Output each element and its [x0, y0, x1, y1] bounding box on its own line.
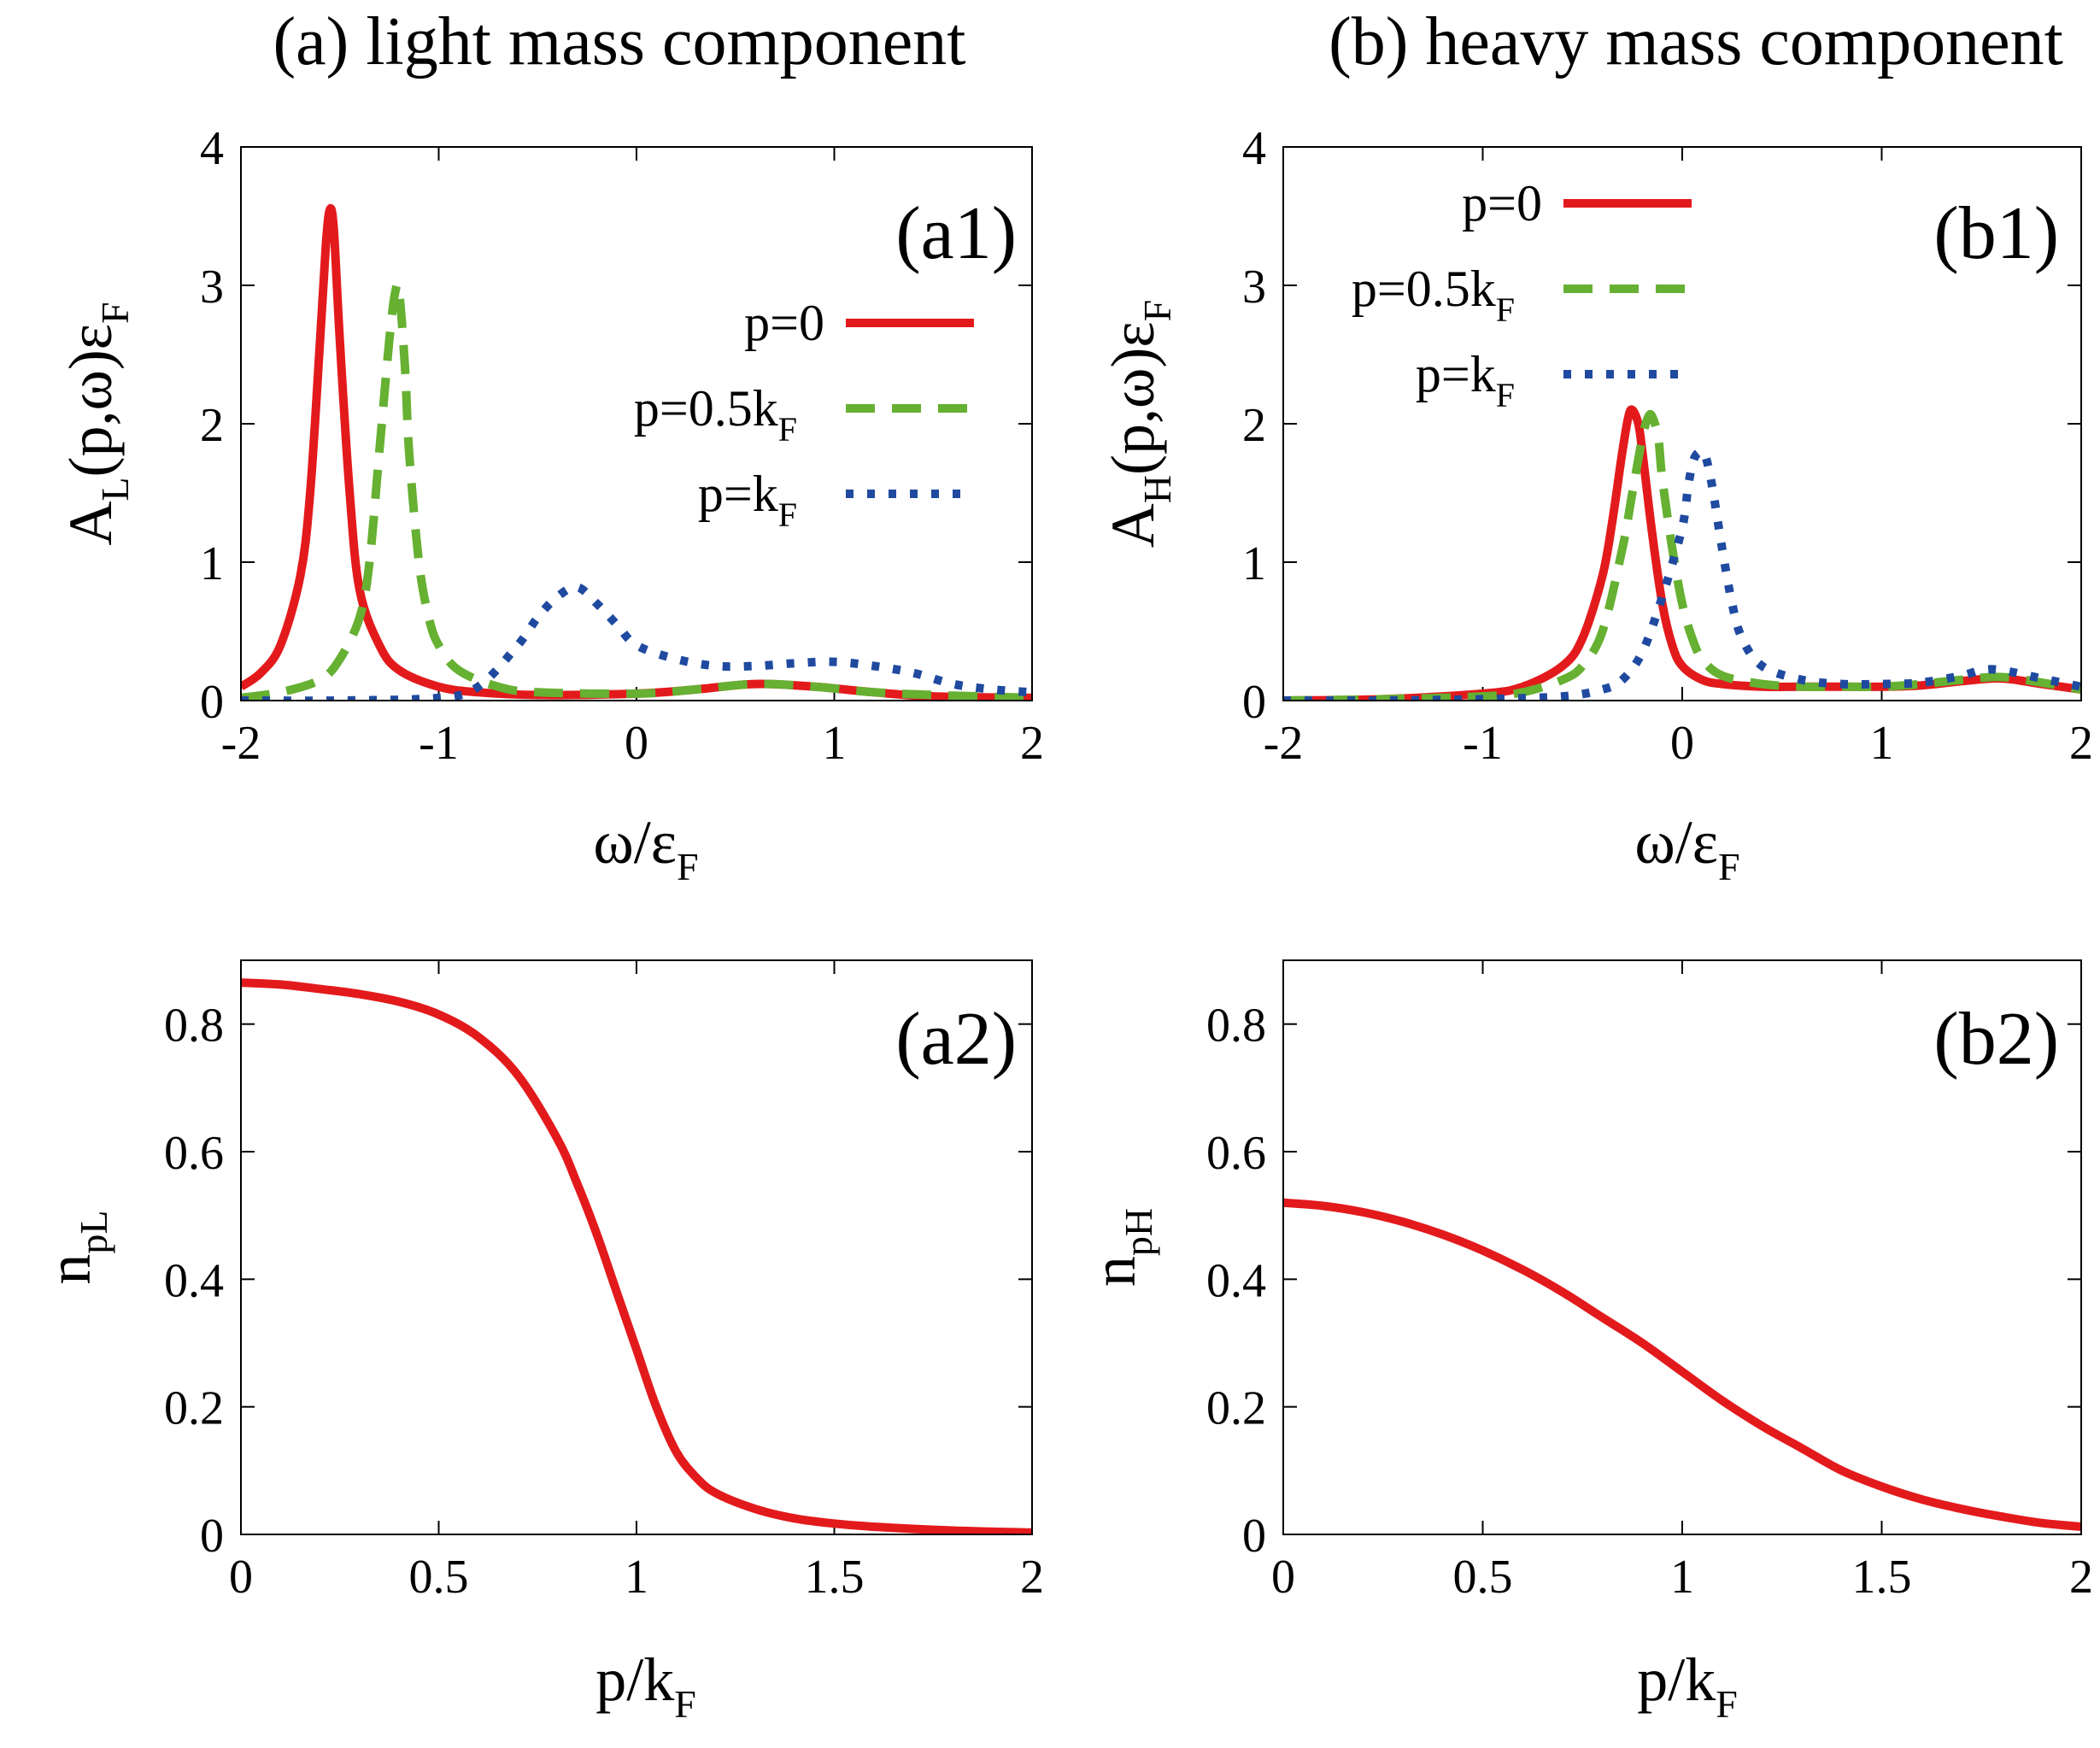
x-tick-label: -1: [1463, 717, 1503, 770]
x-axis-label: p/kF: [1637, 1645, 1738, 1726]
y-tick-label: 1: [1242, 537, 1266, 590]
y-tick-label: 0.4: [164, 1254, 224, 1307]
x-tick-label: 1: [823, 717, 847, 770]
y-tick-label: 0: [200, 676, 224, 729]
plot-frame: [1282, 146, 2082, 701]
title-heavy-mass: (b) heavy mass component: [1329, 4, 2063, 79]
y-tick-label: 4: [200, 122, 224, 175]
y-tick-label: 0.2: [164, 1382, 224, 1435]
y-tick-label: 0.8: [164, 1000, 224, 1053]
x-tick-label: -1: [419, 717, 459, 770]
x-tick-label: 0: [1271, 1551, 1295, 1604]
series-line-p05: [1283, 409, 2081, 701]
y-axis-label: npH: [1080, 1208, 1160, 1287]
x-tick-label: 2: [1020, 717, 1044, 770]
x-tick-label: -2: [1264, 717, 1304, 770]
x-tick-label: 2: [2069, 1551, 2093, 1604]
x-axis-label: ω/εF: [1634, 808, 1739, 889]
x-tick-label: 1: [625, 1551, 648, 1604]
y-tick-label: 0: [200, 1510, 224, 1563]
x-tick-label: 0: [625, 717, 648, 770]
y-axis-label: AL(p,ω)εF: [56, 302, 137, 545]
y-tick-label: 0.6: [164, 1127, 224, 1180]
series-line-p05: [241, 279, 1032, 701]
x-tick-label: 0: [229, 1551, 253, 1604]
x-tick-label: 2: [1020, 1551, 1044, 1604]
x-tick-label: 1: [1870, 717, 1894, 770]
y-tick-label: 1: [200, 537, 224, 590]
panel-label: (a2): [895, 998, 1017, 1081]
y-axis-label: npL: [35, 1210, 115, 1284]
y-tick-label: 0.2: [1206, 1382, 1266, 1435]
y-tick-label: 0.8: [1206, 1000, 1266, 1053]
y-tick-label: 0.6: [1206, 1127, 1266, 1180]
y-tick-label: 0: [1242, 676, 1266, 729]
x-axis-label: p/kF: [595, 1645, 696, 1726]
plot-frame: [240, 146, 1033, 701]
panel-label: (b2): [1933, 998, 2059, 1081]
y-tick-label: 0: [1242, 1510, 1266, 1563]
x-tick-label: -2: [221, 717, 261, 770]
y-axis-label: AH(p,ω)εF: [1099, 300, 1179, 548]
y-tick-label: 4: [1242, 122, 1266, 175]
legend-label-pkF: p=kF: [698, 466, 797, 534]
plot-frame: [240, 959, 1033, 1535]
series-line-p0: [241, 203, 1032, 701]
legend: p=0 p=0.5kF p=kF: [634, 295, 974, 534]
legend-label-pkF: p=kF: [1416, 346, 1515, 414]
series-line-p0: [1283, 405, 2081, 701]
legend-label-p05: p=0.5kF: [634, 380, 797, 449]
legend: p=0 p=0.5kF p=kF: [1352, 175, 1692, 414]
y-tick-label: 3: [200, 261, 224, 314]
x-tick-label: 2: [2069, 717, 2093, 770]
legend-label-p0: p=0: [744, 295, 824, 351]
y-tick-label: 3: [1242, 261, 1266, 314]
x-tick-label: 0: [1670, 717, 1694, 770]
title-light-mass: (a) light mass component: [273, 4, 966, 79]
x-tick-label: 1: [1670, 1551, 1694, 1604]
x-tick-label: 1.5: [805, 1551, 865, 1604]
panel-label: (b1): [1933, 192, 2059, 275]
panel-b2: 0 0.5 1 1.5 2 0 0.2 0.4 0.6 0.8 (b2) p/kF npH: [1080, 959, 2093, 1726]
series-line-pkF: [241, 583, 1032, 701]
panel-label: (a1): [895, 192, 1017, 275]
legend-label-p0: p=0: [1462, 175, 1542, 232]
x-tick-label: 0.5: [1453, 1551, 1513, 1604]
legend-label-p05: p=0.5kF: [1352, 261, 1515, 329]
x-tick-label: 0.5: [409, 1551, 469, 1604]
series-line-p0: [1283, 1198, 2081, 1531]
x-tick-label: 1.5: [1852, 1551, 1912, 1604]
y-tick-label: 0.4: [1206, 1254, 1266, 1307]
panel-b1: -2 -1 0 1 201234(b1)ω/εFAH(p,ω)εFp=0p=0.5kFp…: [1099, 122, 2093, 889]
y-tick-label: 2: [1242, 399, 1266, 452]
plot-frame: [1282, 959, 2082, 1535]
y-tick-label: 2: [200, 399, 224, 452]
series-line-p0: [241, 978, 1032, 1534]
x-axis-label: ω/εF: [593, 808, 698, 889]
panel-a2: 0 0.5 1 1.5 2 0 0.2 0.4 0.6 0.8 (a2) p/kF npL: [35, 959, 1044, 1726]
